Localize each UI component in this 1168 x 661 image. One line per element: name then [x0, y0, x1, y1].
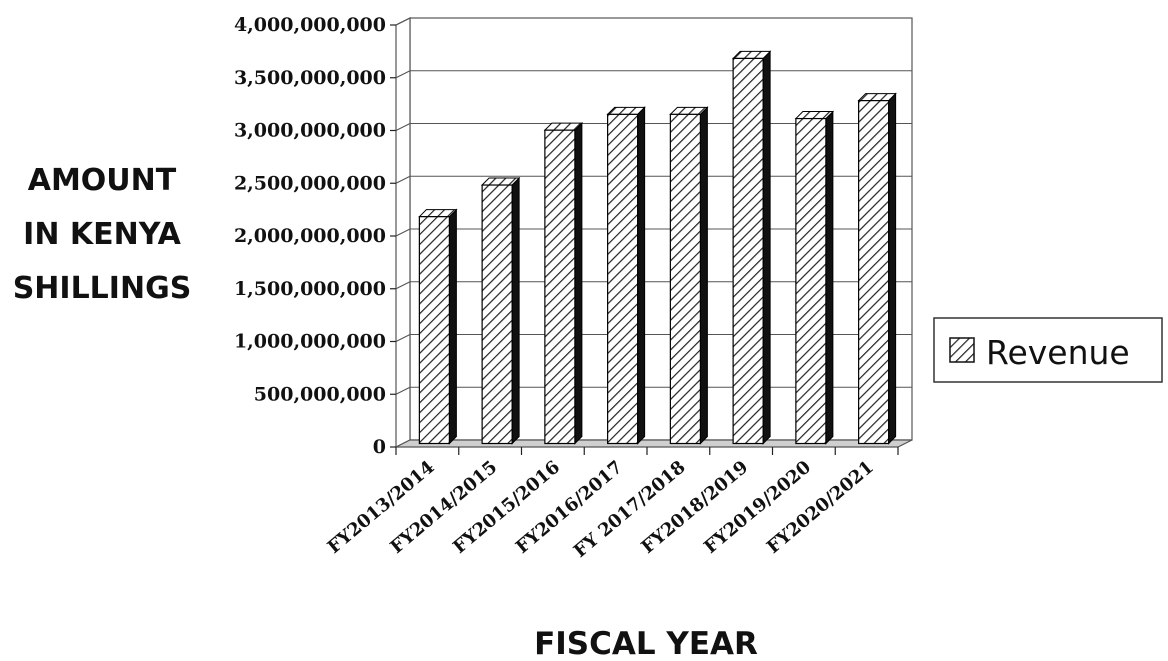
plot-area — [395, 17, 913, 448]
x-axis-label: FISCAL YEAR — [534, 626, 758, 661]
y-axis-label-line-2: IN KENYA — [23, 217, 181, 252]
bar-front — [418, 216, 450, 445]
bar — [731, 50, 772, 445]
bar-side — [699, 106, 708, 445]
gridline-side — [395, 386, 411, 395]
gridline-side — [395, 281, 411, 290]
gridline-side — [395, 123, 411, 131]
bar-top — [857, 93, 897, 102]
x-tick-label: FY 2017/2018 — [570, 457, 690, 562]
plot-floor — [395, 439, 913, 448]
bar-top — [418, 209, 458, 218]
y-tick-label: 1,000,000,000 — [234, 331, 386, 353]
x-tick-label: FY2020/2021 — [763, 457, 878, 558]
bar-top — [543, 122, 584, 131]
bar-side — [637, 106, 646, 445]
bar-top — [669, 106, 709, 115]
y-tick-label: 3,000,000,000 — [234, 120, 386, 142]
gridline-side — [395, 228, 411, 237]
legend: Revenue — [933, 317, 1163, 383]
bar — [543, 121, 584, 445]
bar-front — [607, 113, 639, 445]
bar — [794, 110, 835, 445]
bar-side — [448, 208, 457, 445]
bar-front — [481, 184, 513, 445]
bar-top — [480, 177, 521, 186]
y-tick-label: 4,000,000,000 — [234, 14, 386, 36]
bar-front — [544, 129, 576, 445]
y-axis-label-line-1: AMOUNT — [28, 163, 177, 198]
legend-entry-revenue: Revenue — [986, 333, 1130, 372]
bar-side — [574, 121, 583, 445]
gridline-side — [395, 70, 411, 79]
bar — [669, 106, 709, 445]
bar-front — [669, 113, 701, 445]
bar-top — [731, 50, 772, 59]
x-tick-label: FY2016/2017 — [512, 457, 627, 558]
y-axis-label-line-3: SHILLINGS — [13, 271, 192, 306]
bar-side — [825, 110, 834, 445]
bar-side — [762, 50, 771, 445]
x-tick-label: FY2015/2016 — [449, 457, 564, 558]
x-tick-label: FY2014/2015 — [386, 457, 501, 558]
bar-side — [888, 92, 897, 445]
bar-side — [511, 176, 520, 445]
gridline-side — [395, 334, 411, 342]
bars — [418, 50, 897, 445]
y-axis-label: AMOUNT IN KENYA SHILLINGS — [13, 163, 192, 306]
y-axis-ticks: 0 500,000,000 1,000,000,000 1,500,000,000 2,… — [234, 14, 396, 458]
bar-front — [732, 57, 764, 445]
bar — [418, 208, 458, 445]
y-tick-label: 3,500,000,000 — [234, 67, 386, 89]
y-tick-label: 1,500,000,000 — [234, 278, 386, 300]
bar — [857, 92, 897, 445]
x-tick-label: FY2018/2019 — [637, 457, 752, 558]
y-tick-label: 2,500,000,000 — [234, 172, 386, 194]
legend-swatch — [949, 337, 975, 363]
y-tick-label: 0 — [373, 436, 386, 458]
bar — [480, 176, 521, 445]
gridline-side — [395, 17, 411, 26]
gridline-side — [395, 175, 411, 184]
bar-top — [606, 106, 646, 115]
x-tick-label: FY2019/2020 — [700, 457, 815, 558]
bar — [606, 106, 646, 445]
y-tick-label: 2,000,000,000 — [234, 225, 386, 247]
bar-front — [795, 117, 827, 445]
x-tick-label: FY2013/2014 — [324, 457, 439, 558]
x-axis-ticks: FY2013/2014FY2014/2015FY2015/2016FY2016/… — [324, 447, 899, 562]
bar-top — [794, 111, 835, 120]
y-tick-label: 500,000,000 — [254, 383, 386, 405]
bar-front — [858, 100, 890, 445]
